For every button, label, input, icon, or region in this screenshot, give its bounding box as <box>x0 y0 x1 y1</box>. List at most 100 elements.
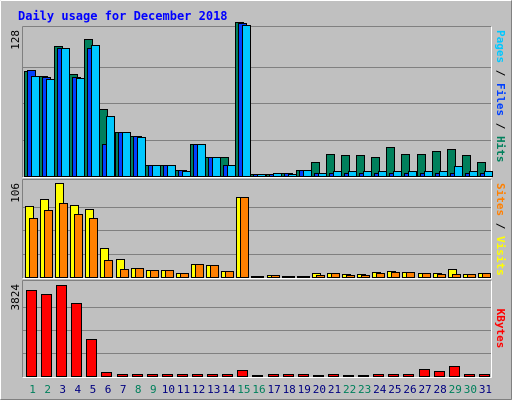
bar-kbytes-9 <box>147 374 158 377</box>
bar-kbytes-29 <box>449 366 460 377</box>
bar-sites-15 <box>240 197 249 278</box>
x-tick-label-2: 2 <box>44 383 51 396</box>
axis-label-part: Sites <box>494 183 507 216</box>
bar-pages-25 <box>393 171 402 177</box>
bar-sites-22 <box>346 275 355 278</box>
bar-pages-16 <box>257 174 266 177</box>
bar-sites-13 <box>210 265 219 278</box>
chart-title: Daily usage for December 2018 <box>18 9 228 23</box>
x-tick-label-23: 23 <box>358 383 371 396</box>
panel-max-label: 3824 <box>9 284 22 311</box>
bar-kbytes-4 <box>71 303 82 377</box>
bar-sites-29 <box>452 274 461 278</box>
bar-kbytes-20 <box>313 375 324 377</box>
bar-kbytes-1 <box>26 290 37 377</box>
x-tick-label-16: 16 <box>252 383 265 396</box>
bar-sites-14 <box>225 271 234 278</box>
bar-sites-19 <box>301 276 310 278</box>
panel-max-label: 106 <box>9 183 22 203</box>
axis-label-part: Hits <box>494 136 507 163</box>
bar-sites-5 <box>89 218 98 278</box>
x-tick-label-7: 7 <box>120 383 127 396</box>
x-tick-label-28: 28 <box>434 383 447 396</box>
bar-kbytes-17 <box>268 374 279 377</box>
bar-pages-9 <box>152 165 161 177</box>
bar-kbytes-27 <box>419 369 430 377</box>
bar-pages-2 <box>46 79 55 177</box>
bar-pages-10 <box>167 165 176 177</box>
x-tick-label-8: 8 <box>135 383 142 396</box>
bar-kbytes-12 <box>192 374 203 377</box>
axis-label-part: / <box>494 116 507 136</box>
x-tick-label-26: 26 <box>403 383 416 396</box>
panel-frame <box>22 280 492 378</box>
bar-sites-26 <box>406 272 415 278</box>
axis-label-part: / <box>494 63 507 83</box>
x-tick-label-4: 4 <box>75 383 82 396</box>
x-tick-label-18: 18 <box>283 383 296 396</box>
bar-pages-19 <box>303 170 312 177</box>
bar-pages-26 <box>408 171 417 177</box>
axis-label-part: Files <box>494 83 507 116</box>
bar-kbytes-30 <box>464 374 475 377</box>
axis-label-part: KBytes <box>494 309 507 349</box>
bar-sites-21 <box>331 273 340 278</box>
bar-kbytes-25 <box>388 374 399 377</box>
bar-kbytes-18 <box>283 374 294 377</box>
series-kbytes <box>26 285 490 377</box>
bar-pages-14 <box>227 165 236 177</box>
bar-sites-1 <box>29 218 38 278</box>
bar-pages-1 <box>31 76 40 177</box>
bar-kbytes-7 <box>117 374 128 377</box>
x-tick-label-31: 31 <box>479 383 492 396</box>
x-tick-label-24: 24 <box>373 383 387 396</box>
bar-kbytes-24 <box>373 374 384 377</box>
bar-pages-29 <box>454 166 463 177</box>
bar-pages-8 <box>137 137 146 177</box>
chart-panels: 128 Pages / Files / Hits 106 Sites / Visits… <box>9 22 507 378</box>
bar-kbytes-28 <box>434 371 445 377</box>
x-tick-label-1: 1 <box>29 383 36 396</box>
x-tick-label-21: 21 <box>328 383 341 396</box>
bar-pages-23 <box>363 171 372 177</box>
x-tick-labels: 1 2 3 4 5 6 7 8 9 10 11 12 13 14 15 16 17 18 19 20 21 22 23 24 2… <box>29 383 492 396</box>
x-tick-label-14: 14 <box>222 383 236 396</box>
bar-sites-7 <box>120 269 129 278</box>
x-tick-label-30: 30 <box>464 383 477 396</box>
x-tick-label-3: 3 <box>59 383 66 396</box>
bar-sites-6 <box>104 260 113 278</box>
bar-sites-30 <box>467 274 476 278</box>
bar-sites-18 <box>286 276 295 278</box>
bar-kbytes-15 <box>237 370 248 377</box>
bar-pages-11 <box>182 171 191 177</box>
bar-sites-16 <box>255 276 264 278</box>
bar-kbytes-8 <box>132 374 143 377</box>
series-pages <box>31 25 493 177</box>
bar-sites-31 <box>482 273 491 278</box>
x-tick-label-12: 12 <box>192 383 205 396</box>
x-tick-label-20: 20 <box>313 383 326 396</box>
bar-pages-7 <box>122 132 131 177</box>
bar-kbytes-31 <box>479 374 490 377</box>
x-tick-label-17: 17 <box>267 383 280 396</box>
panel-axis-label: Pages / Files / Hits <box>494 30 507 163</box>
bar-sites-20 <box>316 275 325 278</box>
bar-sites-10 <box>165 270 174 278</box>
x-tick-label-19: 19 <box>298 383 311 396</box>
panel-kbytes: 3824 KBytes <box>9 280 507 378</box>
bar-sites-8 <box>135 268 144 278</box>
x-tick-label-22: 22 <box>343 383 356 396</box>
bar-sites-12 <box>195 264 204 278</box>
bar-kbytes-22 <box>343 375 354 377</box>
bar-pages-27 <box>424 171 433 177</box>
bar-sites-28 <box>437 274 446 278</box>
bar-sites-25 <box>391 272 400 278</box>
x-tick-label-11: 11 <box>177 383 190 396</box>
bar-kbytes-11 <box>177 374 188 377</box>
bar-kbytes-26 <box>403 374 414 377</box>
bar-kbytes-23 <box>358 375 369 377</box>
bar-pages-15 <box>242 25 251 177</box>
series-sites <box>29 197 491 278</box>
